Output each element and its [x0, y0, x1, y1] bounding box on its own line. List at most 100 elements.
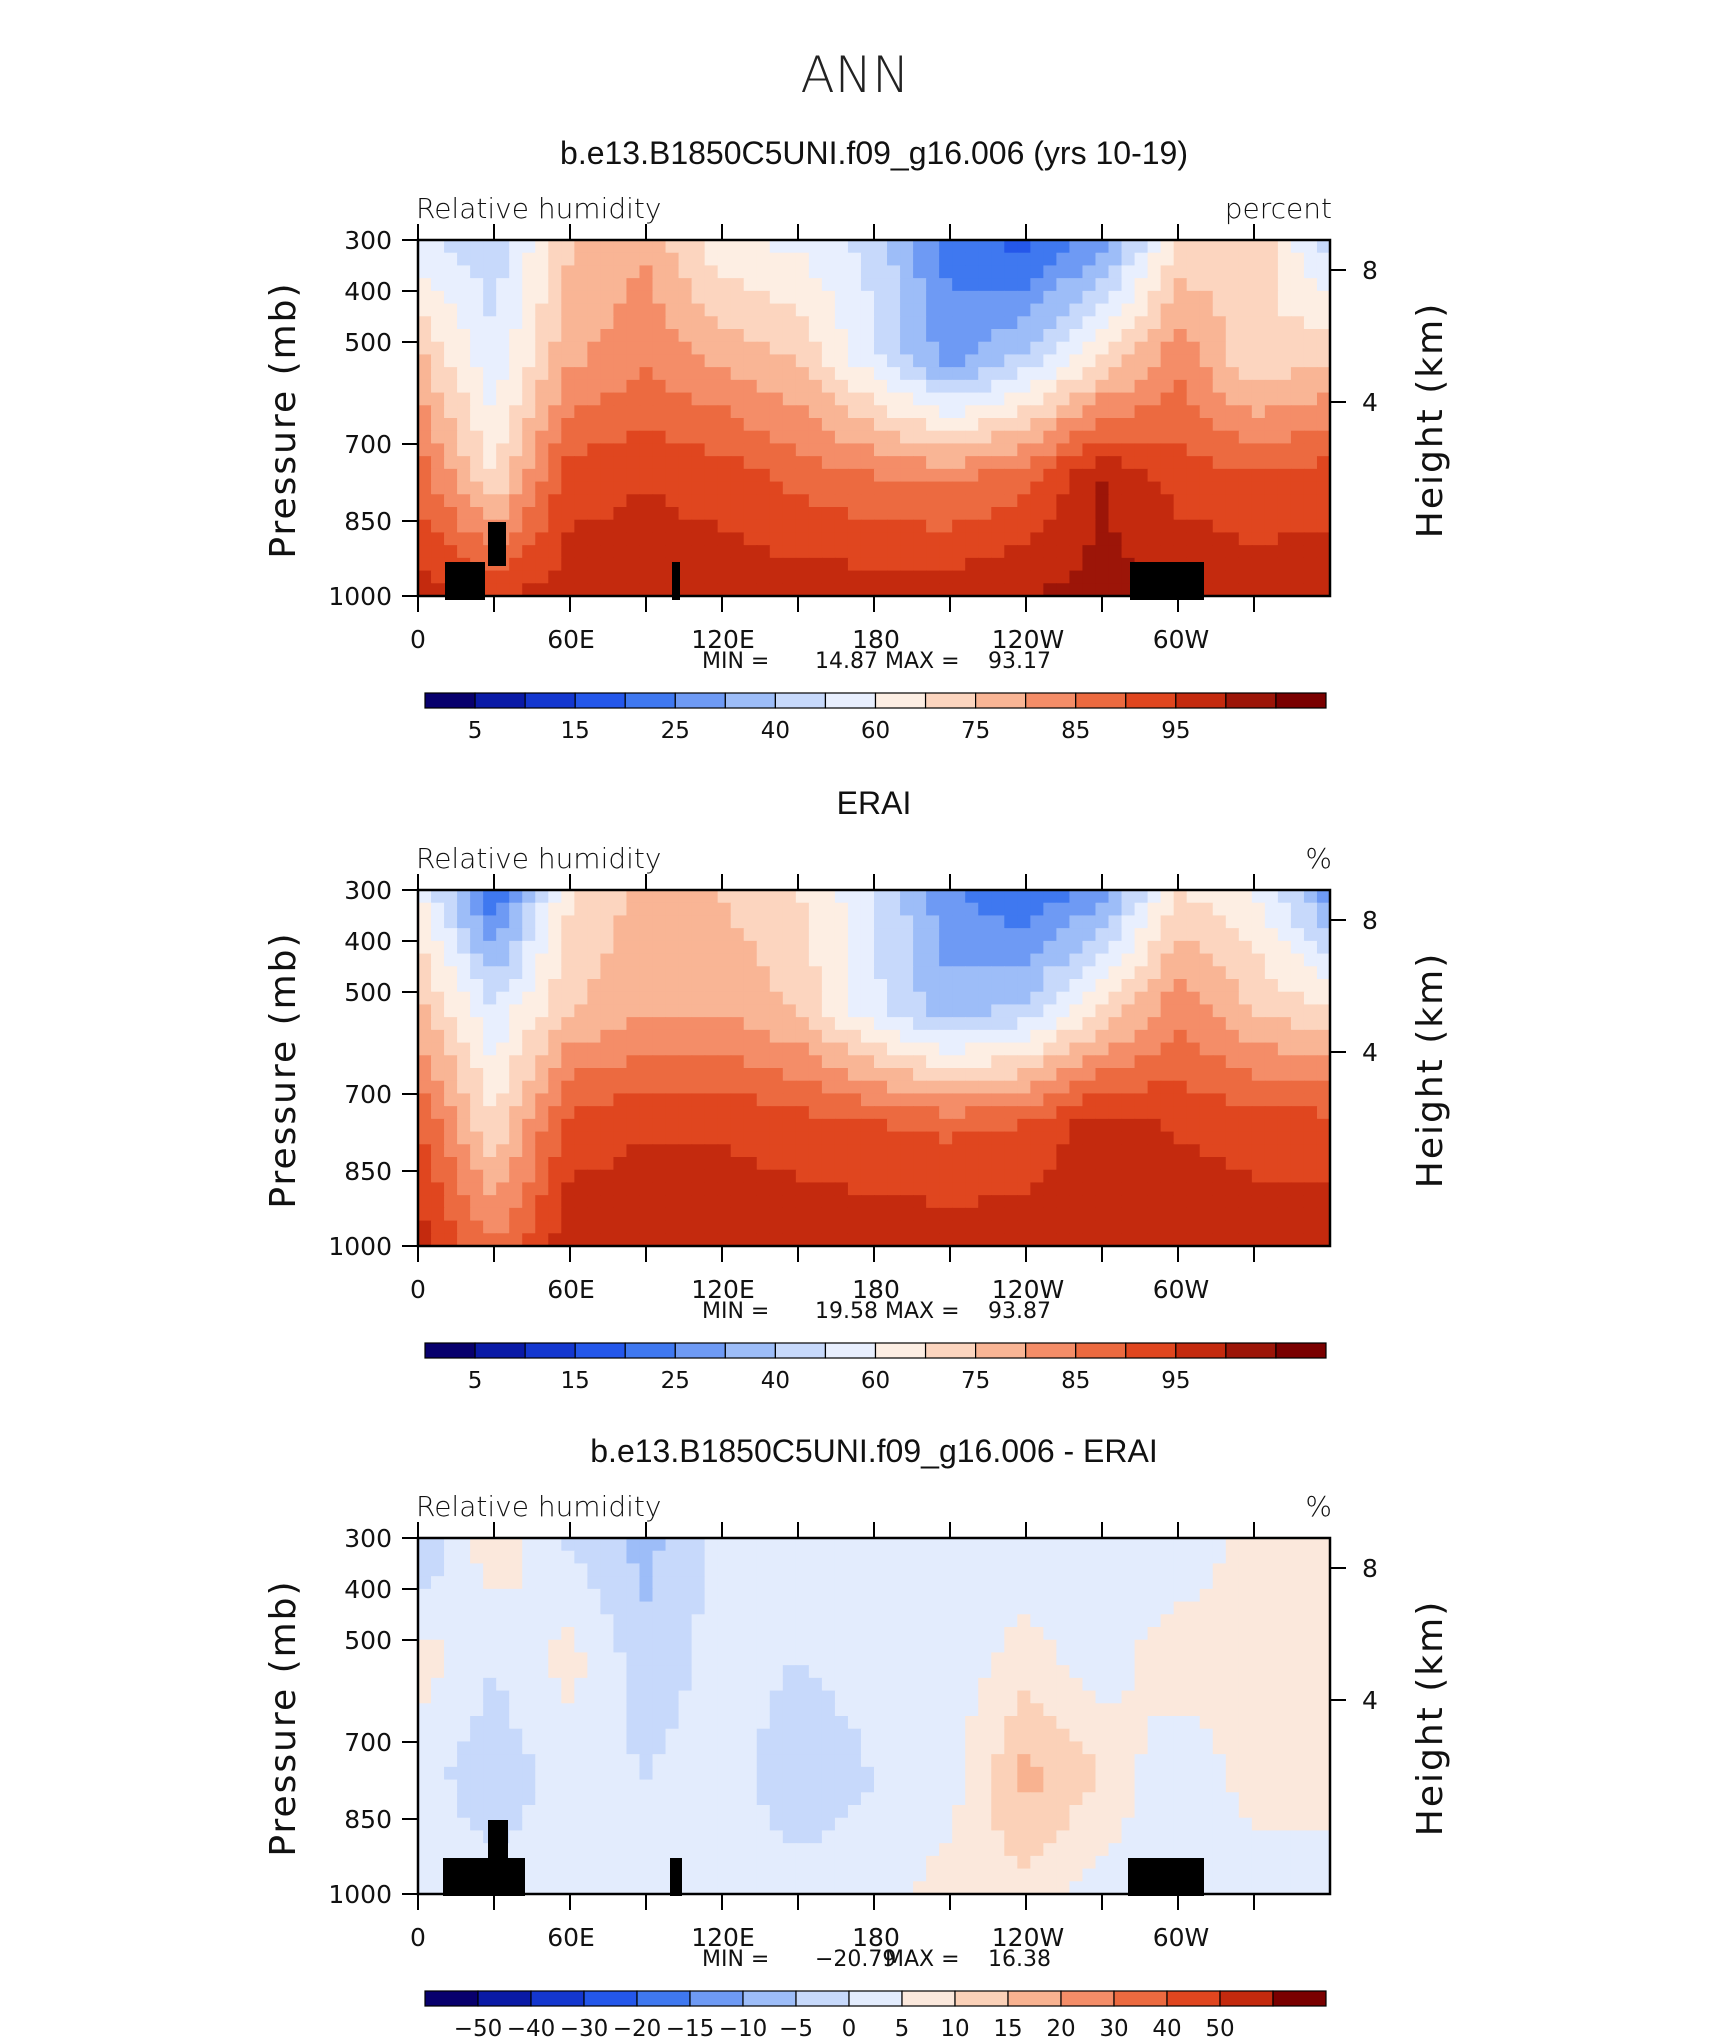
- contour-cell: [1030, 1690, 1044, 1704]
- contour-cell: [1108, 966, 1123, 980]
- contour-cell: [613, 278, 628, 292]
- contour-cell: [1212, 1131, 1227, 1145]
- contour-cell: [756, 1233, 771, 1247]
- contour-cell: [535, 481, 549, 495]
- contour-cell: [860, 1627, 875, 1641]
- contour-cell: [1316, 519, 1331, 534]
- contour-cell: [535, 545, 549, 559]
- contour-cell: [639, 240, 654, 254]
- contour-cell: [1108, 557, 1123, 572]
- contour-cell: [600, 468, 615, 483]
- contour-cell: [730, 966, 745, 980]
- contour-cell: [1108, 1665, 1123, 1679]
- contour-cell: [496, 1157, 510, 1171]
- contour-cell: [613, 1118, 628, 1133]
- contour-cell: [418, 405, 432, 419]
- y-right-tick-label: 4: [1362, 388, 1378, 417]
- contour-cell: [730, 1576, 745, 1590]
- contour-cell: [574, 570, 588, 584]
- contour-cell: [613, 1169, 628, 1184]
- contour-cell: [1186, 1195, 1201, 1209]
- contour-cell: [769, 240, 784, 254]
- contour-cell: [874, 303, 888, 317]
- contour-cell: [522, 1538, 536, 1552]
- contour-cell: [926, 1169, 940, 1184]
- contour-cell: [834, 953, 849, 967]
- contour-cell: [600, 1690, 615, 1704]
- contour-cell: [1264, 1042, 1279, 1056]
- contour-cell: [600, 1017, 615, 1031]
- contour-cell: [678, 430, 693, 445]
- contour-cell: [952, 1550, 966, 1565]
- contour-cell: [1030, 507, 1044, 521]
- contour-cell: [808, 583, 823, 597]
- contour-cell: [1056, 1601, 1071, 1615]
- contour-cell: [1121, 240, 1136, 254]
- contour-cell: [1030, 1576, 1044, 1590]
- contour-cell: [795, 545, 810, 559]
- contour-cell: [821, 1144, 836, 1158]
- contour-cell: [444, 1563, 458, 1577]
- contour-cell: [1264, 1639, 1279, 1654]
- contour-cell: [548, 278, 562, 292]
- contour-cell: [1082, 240, 1097, 254]
- contour-cell: [978, 443, 992, 457]
- contour-cell: [952, 1017, 966, 1031]
- contour-cell: [1004, 456, 1018, 470]
- contour-cell: [913, 1182, 927, 1196]
- contour-cell: [1004, 405, 1018, 419]
- contour-cell: [795, 1029, 810, 1044]
- contour-cell: [1199, 507, 1214, 521]
- contour-cell: [1043, 1614, 1057, 1628]
- contour-cell: [913, 1195, 927, 1209]
- contour-cell: [678, 1233, 693, 1247]
- contour-cell: [561, 456, 575, 470]
- contour-cell: [613, 430, 628, 445]
- contour-cell: [847, 940, 862, 955]
- contour-cell: [1069, 1195, 1084, 1209]
- contour-cell: [600, 1627, 615, 1641]
- colorbar-label: 95: [1161, 718, 1190, 744]
- contour-cell: [1173, 1195, 1188, 1209]
- contour-cell: [1316, 1004, 1331, 1018]
- contour-cell: [418, 1055, 432, 1069]
- contour-cell: [978, 367, 992, 381]
- contour-cell: [847, 1068, 862, 1082]
- contour-cell: [418, 1017, 432, 1031]
- contour-cell: [496, 915, 510, 929]
- contour-cell: [808, 902, 823, 917]
- contour-cell: [509, 290, 523, 305]
- contour-cell: [808, 329, 823, 343]
- contour-cell: [535, 1080, 549, 1095]
- contour-cell: [678, 481, 693, 495]
- contour-cell: [926, 902, 940, 917]
- contour-cell: [704, 915, 719, 929]
- contour-cell: [756, 1131, 771, 1145]
- contour-cell: [1316, 456, 1331, 470]
- contour-cell: [496, 1652, 510, 1666]
- contour-cell: [704, 545, 719, 559]
- contour-cell: [1030, 1195, 1044, 1209]
- contour-cell: [1056, 1055, 1071, 1069]
- contour-cell: [1082, 443, 1097, 457]
- contour-cell: [1225, 303, 1240, 317]
- contour-cell: [431, 1042, 445, 1056]
- contour-cell: [730, 367, 745, 381]
- contour-cell: [652, 507, 667, 521]
- contour-cell: [874, 1080, 888, 1095]
- contour-cell: [1030, 532, 1044, 546]
- contour-cell: [1186, 1538, 1201, 1552]
- contour-cell: [782, 570, 797, 584]
- contour-cell: [1082, 1169, 1097, 1184]
- contour-cell: [965, 1144, 979, 1158]
- contour-cell: [483, 915, 497, 929]
- contour-cell: [509, 392, 523, 406]
- contour-cell: [1186, 1029, 1201, 1044]
- contour-cell: [1004, 928, 1018, 942]
- contour-cell: [522, 1690, 536, 1704]
- contour-cell: [939, 1690, 953, 1704]
- contour-cell: [665, 1639, 680, 1654]
- contour-cell: [730, 1220, 745, 1234]
- contour-cell: [561, 1068, 575, 1082]
- contour-cell: [444, 1220, 458, 1234]
